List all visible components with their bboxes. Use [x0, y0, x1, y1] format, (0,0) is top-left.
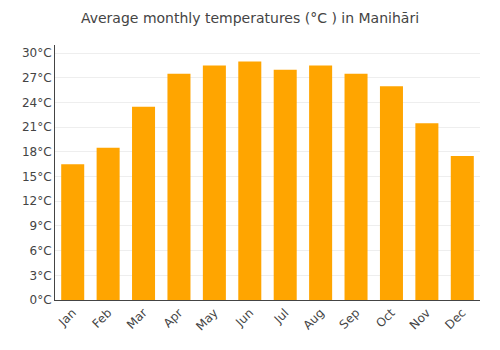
svg-text:21°C: 21°C	[22, 120, 52, 134]
svg-text:18°C: 18°C	[22, 145, 52, 159]
svg-text:0°C: 0°C	[30, 293, 52, 307]
svg-text:9°C: 9°C	[30, 219, 52, 233]
svg-text:Jun: Jun	[232, 306, 256, 330]
svg-text:Sep: Sep	[337, 306, 363, 332]
svg-text:Dec: Dec	[442, 306, 468, 332]
svg-text:Feb: Feb	[90, 306, 115, 331]
svg-text:Jan: Jan	[55, 306, 79, 330]
svg-text:12°C: 12°C	[22, 194, 52, 208]
svg-text:3°C: 3°C	[30, 269, 52, 283]
svg-text:Apr: Apr	[161, 306, 186, 331]
svg-text:15°C: 15°C	[22, 170, 52, 184]
svg-text:24°C: 24°C	[22, 96, 52, 110]
svg-text:Average monthly temperatures (: Average monthly temperatures (°C ) in Ma…	[81, 10, 419, 26]
svg-text:Aug: Aug	[301, 306, 327, 332]
svg-text:Jul: Jul	[271, 306, 292, 327]
svg-text:May: May	[193, 306, 220, 333]
svg-text:30°C: 30°C	[22, 46, 52, 60]
svg-text:27°C: 27°C	[22, 71, 52, 85]
svg-text:Mar: Mar	[124, 306, 150, 332]
svg-text:6°C: 6°C	[30, 244, 52, 258]
svg-text:Oct: Oct	[373, 306, 398, 331]
svg-text:Nov: Nov	[407, 306, 433, 332]
